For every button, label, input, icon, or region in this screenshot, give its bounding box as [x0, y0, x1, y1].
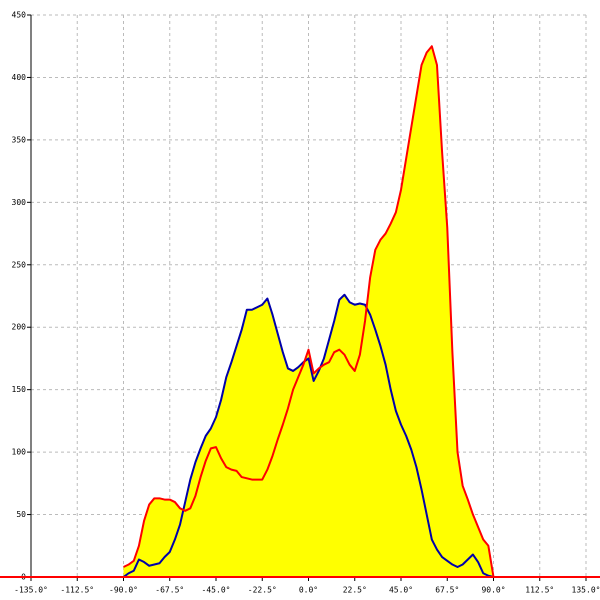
- y-tick-label: 250: [12, 260, 27, 269]
- line: [122, 293, 494, 578]
- x-tick-label: -67.5°: [155, 586, 184, 595]
- y-tick-label: 200: [12, 323, 27, 332]
- x-tick-label: 0.0°: [299, 586, 318, 595]
- y-tick-label: 400: [12, 73, 27, 82]
- x-tick-label: -135.0°: [14, 586, 48, 595]
- x-tick-label: 135.0°: [572, 586, 600, 595]
- x-tick-label: -90.0°: [109, 586, 138, 595]
- x-tick-label: -112.5°: [60, 586, 94, 595]
- x-tick-label: 112.5°: [525, 586, 554, 595]
- y-tick-label: 150: [12, 385, 27, 394]
- x-tick-label: 67.5°: [435, 586, 459, 595]
- x-tick-label: -22.5°: [248, 586, 277, 595]
- y-tick-label: 350: [12, 135, 27, 144]
- y-tick-label: 300: [12, 198, 27, 207]
- line: [123, 45, 495, 578]
- x-tick-label: -45.0°: [202, 586, 231, 595]
- y-tick-label: 100: [12, 448, 27, 457]
- x-tick-label: 90.0°: [481, 586, 505, 595]
- x-tick-label: 45.0°: [389, 586, 413, 595]
- y-tick-label: 450: [12, 11, 27, 20]
- area: [123, 46, 494, 577]
- x-tick-label: 22.5°: [343, 586, 367, 595]
- y-tick-label: 50: [16, 510, 26, 519]
